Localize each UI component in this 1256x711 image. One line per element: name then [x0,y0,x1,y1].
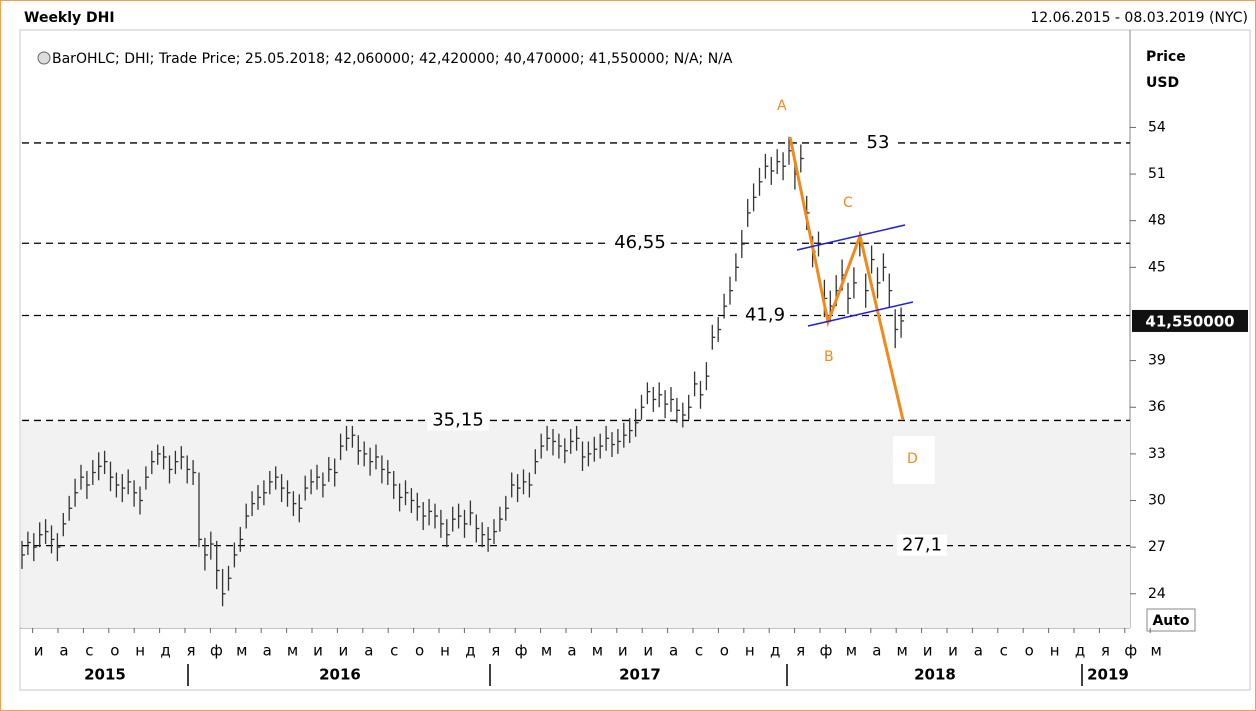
level-label-bg [896,534,948,556]
y-tick-label: 39 [1148,353,1166,369]
legend-icon [37,51,51,65]
level-label-bg [427,409,489,431]
month-label: н [1050,642,1060,660]
month-label: а [974,642,983,660]
y-tick-label: 45 [1148,259,1166,275]
month-label: н [745,642,755,660]
panel-border [19,29,1251,691]
month-label: и [643,642,653,660]
pattern-label: B [824,349,834,365]
month-label: а [59,642,68,660]
month-label: м [846,642,857,660]
month-label: м [592,642,603,660]
pattern: A B C D [777,98,935,484]
support-zone [21,420,1130,628]
level-label: 46,55 [614,232,666,253]
pattern-label: C [843,195,853,211]
level-label: 27,1 [902,535,942,556]
auto-button-label[interactable]: Auto [1152,613,1189,629]
month-label: и [923,642,933,660]
last-value-label: 41,550000 [1145,312,1234,330]
y-tick-label: 54 [1148,119,1166,135]
year-label: 2016 [319,666,361,684]
month-label: и [948,642,958,660]
legend: BarOHLC; DHI; Trade Price; 25.05.2018; 4… [52,51,733,67]
level-label-bg [861,131,895,153]
chart-title: Weekly DHI [24,10,115,26]
pattern-label: D [907,451,918,467]
month-label: н [135,642,145,660]
month-label: д [160,642,170,660]
pattern-label: A [777,98,787,114]
month-label: с [85,642,93,660]
channel-bottom [807,301,914,327]
level-label: 41,9 [745,305,785,326]
month-label: о [110,642,119,660]
month-label: с [1000,642,1008,660]
y-axis-unit: USD [1146,75,1179,91]
month-label: о [415,642,424,660]
level-label: 53 [867,132,890,153]
label-box [893,436,935,484]
month-label: я [1101,642,1110,660]
y-tick-label: 33 [1148,446,1166,462]
y-tick-label: 36 [1148,399,1166,415]
month-label: о [1025,642,1034,660]
year-label: 2017 [619,666,661,684]
month-label: м [287,642,298,660]
month-label: и [618,642,628,660]
month-label: я [186,642,195,660]
month-label: я [491,642,500,660]
y-tick-label: 24 [1148,586,1166,602]
level-label-bg [739,304,791,326]
month-label: м [897,642,908,660]
month-label: а [872,642,881,660]
level-label-bg [609,232,671,254]
month-label: а [567,642,576,660]
y-tick-label: 51 [1148,166,1166,182]
month-label: д [1075,642,1085,660]
month-label: а [263,642,272,660]
y-tick-label: 48 [1148,213,1166,229]
abcd-line [788,136,905,421]
month-label: ф [820,642,833,660]
month-label: м [1151,642,1162,660]
month-label: я [796,642,805,660]
year-label: 2019 [1087,666,1129,684]
month-label: с [695,642,703,660]
month-label: м [236,642,247,660]
y-tick-label: 27 [1148,539,1166,555]
month-label: д [770,642,780,660]
month-label: и [313,642,323,660]
month-label: о [720,642,729,660]
month-label: и [34,642,44,660]
year-label: 2018 [914,666,956,684]
last-value-box [1132,309,1248,332]
channel-top [796,224,906,251]
month-label: д [465,642,475,660]
month-label: с [390,642,398,660]
month-label: м [541,642,552,660]
y-axis-label: Price [1146,49,1186,65]
month-label: а [364,642,373,660]
y-tick-label: 30 [1148,493,1166,509]
month-label: н [440,642,450,660]
month-label: ф [1124,642,1137,660]
date-range: 12.06.2015 - 08.03.2019 (NYC) [1030,10,1248,26]
year-label: 2015 [84,666,126,684]
month-label: ф [210,642,223,660]
month-label: и [339,642,349,660]
month-label: ф [515,642,528,660]
month-label: а [669,642,678,660]
level-label: 35,15 [432,409,484,430]
auto-button[interactable] [1146,608,1196,632]
label-box [812,340,848,382]
